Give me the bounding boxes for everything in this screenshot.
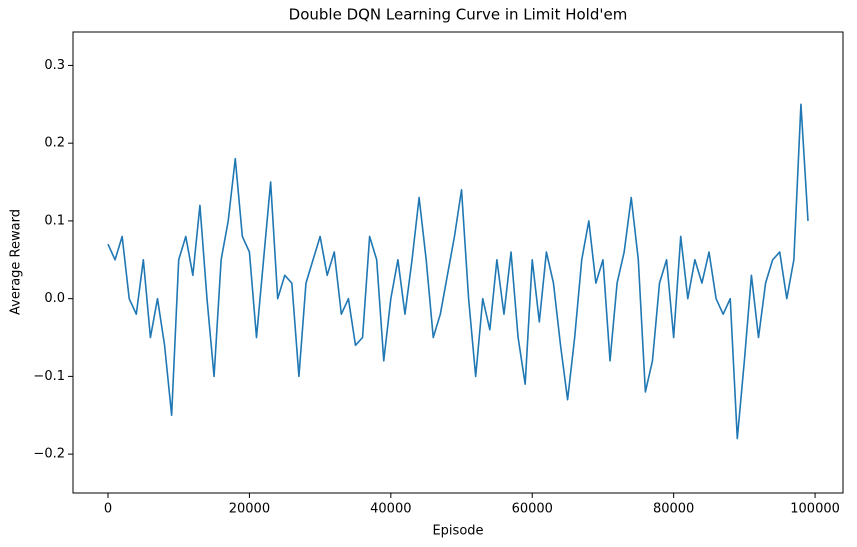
y-axis-label: Average Reward	[9, 209, 24, 315]
y-tick-label: 0.0	[44, 291, 65, 306]
y-tick-label: 0.2	[44, 136, 65, 151]
x-tick-label: 0	[104, 502, 112, 517]
x-tick-label: 40000	[370, 502, 411, 517]
x-tick-label: 100000	[790, 502, 840, 517]
y-tick-label: 0.3	[44, 58, 65, 73]
x-tick-label: 20000	[229, 502, 270, 517]
chart-title: Double DQN Learning Curve in Limit Hold'…	[289, 6, 628, 24]
x-tick-label: 60000	[512, 502, 553, 517]
data-line	[107, 103, 809, 440]
x-axis-label: Episode	[432, 524, 483, 539]
y-tick-label: −0.2	[33, 447, 65, 462]
plot-frame	[72, 31, 844, 494]
x-tick-label: 80000	[653, 502, 694, 517]
y-tick-label: −0.1	[33, 369, 65, 384]
y-tick-label: 0.1	[44, 213, 65, 228]
